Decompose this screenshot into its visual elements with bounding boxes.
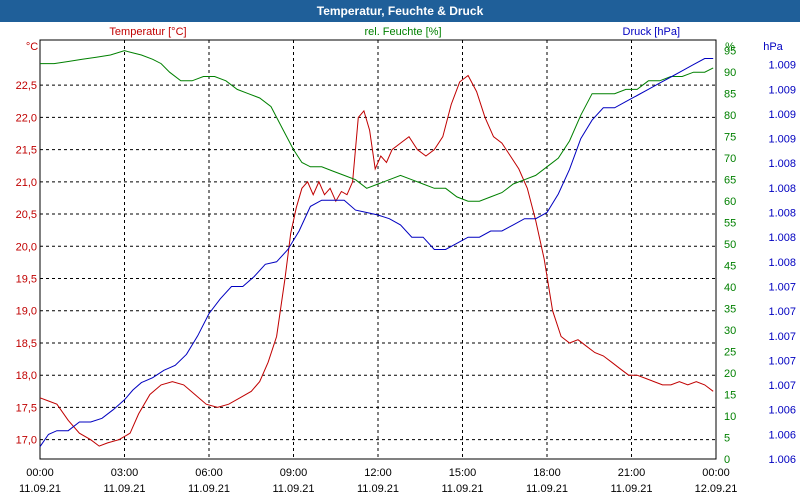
humidity-tick-label: 75: [724, 132, 736, 144]
humidity-tick-label: 90: [724, 67, 736, 79]
humidity-tick-label: 15: [724, 390, 736, 402]
pressure-tick-label: 1.008: [768, 257, 796, 269]
x-tick-time: 09:00: [280, 467, 308, 479]
humidity-tick-label: 5: [724, 433, 730, 445]
humidity-tick-label: 10: [724, 411, 736, 423]
x-tick-time: 12:00: [364, 467, 392, 479]
x-tick-date: 11.09.21: [441, 483, 483, 495]
grid-lines: [40, 40, 716, 459]
series-line-temp: [39, 74, 714, 447]
humidity-tick-label: 85: [724, 89, 736, 101]
pressure-tick-label: 1.008: [768, 158, 796, 170]
plot-area-frame: [39, 39, 717, 460]
humidity-tick-label: 50: [724, 239, 736, 251]
x-tick-date: 11.09.21: [610, 483, 652, 495]
x-tick-date: 11.09.21: [188, 483, 230, 495]
series-layer: [39, 50, 714, 447]
pressure-tick-label: 1.008: [768, 183, 796, 195]
pressure-tick-label: 1.009: [768, 60, 796, 72]
x-tick-time: 00:00: [702, 467, 730, 479]
pressure-tick-label: 1.007: [768, 355, 796, 367]
window-title: Temperatur, Feuchte & Druck: [316, 4, 484, 18]
pressure-tick-label: 1.009: [768, 109, 796, 121]
temp-tick-label: 22,5: [16, 80, 37, 92]
humidity-tick-label: 80: [724, 110, 736, 122]
temp-tick-label: 22,0: [16, 112, 37, 124]
temp-tick-label: 20,0: [16, 241, 37, 253]
humidity-tick-label: 0: [724, 454, 730, 466]
humidity-tick-label: 65: [724, 175, 736, 187]
temp-unit-label: °C: [26, 41, 38, 53]
pressure-tick-label: 1.007: [768, 281, 796, 293]
x-tick-time: 00:00: [26, 467, 54, 479]
humidity-tick-label: 60: [724, 196, 736, 208]
pressure-tick-label: 1.008: [768, 208, 796, 220]
humidity-tick-label: 30: [724, 325, 736, 337]
x-tick-date: 11.09.21: [272, 483, 314, 495]
temp-tick-label: 19,0: [16, 306, 37, 318]
pressure-tick-label: 1.007: [768, 331, 796, 343]
x-tick-date: 11.09.21: [357, 483, 399, 495]
temp-tick-label: 17,5: [16, 402, 37, 414]
humidity-tick-label: 35: [724, 304, 736, 316]
x-tick-date: 11.09.21: [103, 483, 145, 495]
chart: 00:00 11.09.21 03:00 11.09.21 06:00 11.09.21 0…: [16, 26, 796, 495]
x-tick-time: 18:00: [533, 467, 561, 479]
temp-tick-label: 19,5: [16, 274, 37, 286]
temp-tick-label: 18,5: [16, 338, 37, 350]
humidity-axis-label: rel. Feuchte [%]: [364, 26, 441, 38]
temp-tick-label: 17,0: [16, 435, 37, 447]
temp-tick-label: 18,0: [16, 370, 37, 382]
humidity-tick-label: 25: [724, 347, 736, 359]
pressure-tick-label: 1.006: [768, 429, 796, 441]
pressure-tick-label: 1.009: [768, 134, 796, 146]
x-tick-date: 12.09.21: [695, 483, 738, 495]
humidity-tick-label: 55: [724, 218, 736, 230]
temp-axis-label: Temperatur [°C]: [109, 26, 186, 38]
pressure-tick-label: 1.006: [768, 454, 796, 466]
humidity-tick-label: 40: [724, 282, 736, 294]
temp-tick-label: 21,0: [16, 177, 37, 189]
pressure-unit-label: hPa: [763, 41, 783, 53]
pressure-tick-label: 1.008: [768, 232, 796, 244]
humidity-tick-label: 45: [724, 261, 736, 273]
x-tick-date: 11.09.21: [19, 483, 61, 495]
pressure-tick-label: 1.009: [768, 84, 796, 96]
pressure-tick-label: 1.006: [768, 405, 796, 417]
pressure-axis-label: Druck [hPa]: [623, 26, 680, 38]
humidity-tick-label: 95: [724, 46, 736, 58]
axis-labels: 00:00 11.09.21 03:00 11.09.21 06:00 11.09.21 0…: [16, 46, 796, 495]
x-tick-time: 15:00: [449, 467, 477, 479]
series-line-press: [39, 58, 714, 447]
pressure-tick-label: 1.007: [768, 380, 796, 392]
window-title-bar: Temperatur, Feuchte & Druck: [0, 0, 800, 22]
x-tick-time: 06:00: [195, 467, 223, 479]
pressure-tick-label: 1.007: [768, 306, 796, 318]
humidity-tick-label: 20: [724, 368, 736, 380]
series-line-hum: [40, 50, 714, 202]
humidity-unit-label: %: [725, 41, 735, 53]
x-tick-time: 03:00: [111, 467, 139, 479]
temp-tick-label: 20,5: [16, 209, 37, 221]
humidity-tick-label: 70: [724, 153, 736, 165]
x-tick-time: 21:00: [618, 467, 646, 479]
x-tick-date: 11.09.21: [526, 483, 568, 495]
temp-tick-label: 21,5: [16, 145, 37, 157]
